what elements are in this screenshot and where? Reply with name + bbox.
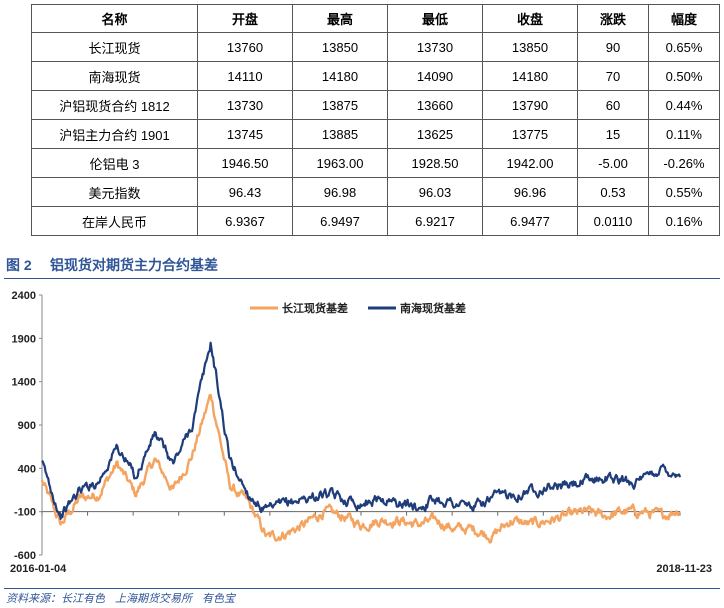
series-line (40, 393, 681, 544)
table-cell: 0.44% (648, 90, 720, 120)
source-note: 资料来源：长江有色 上海期货交易所 有色宝 (6, 590, 245, 606)
table-cell: 长江现货 (31, 32, 198, 62)
column-header: 最高 (292, 4, 388, 33)
table-cell: 60 (577, 90, 649, 120)
table-cell: 13885 (292, 119, 388, 149)
y-tick-label: -100 (14, 507, 36, 519)
table-row: 南海现货 14110 14180 14090 14180 70 0.50% (31, 61, 720, 91)
legend-label: 南海现货基差 (400, 301, 466, 315)
table-cell: 96.43 (197, 177, 293, 207)
table-cell: 1942.00 (482, 148, 578, 178)
table-cell: 13775 (482, 119, 578, 149)
table-cell: 1963.00 (292, 148, 388, 178)
y-tick-label: 2400 (12, 290, 36, 302)
column-header: 最低 (387, 4, 483, 33)
table-cell: 美元指数 (31, 177, 198, 207)
table-row: 在岸人民币 6.9367 6.9497 6.9217 6.9477 0.0110… (31, 206, 720, 236)
table-cell: 90 (577, 32, 649, 62)
table-cell: 70 (577, 61, 649, 91)
table-row: 长江现货 13760 13850 13730 13850 90 0.65% (31, 32, 720, 62)
y-tick-label: -600 (14, 550, 36, 562)
table-cell: 96.96 (482, 177, 578, 207)
table-row: 沪铝现货合约 1812 13730 13875 13660 13790 60 0… (31, 90, 720, 120)
table-cell: -0.26% (648, 148, 720, 178)
table-cell: 0.50% (648, 61, 720, 91)
column-header: 幅度 (648, 4, 720, 33)
x-tick-label-start: 2016-01-04 (10, 563, 67, 575)
table-cell: 沪铝主力合约 1901 (31, 119, 198, 149)
table-cell: 13745 (197, 119, 293, 149)
table-cell: 0.11% (648, 119, 720, 149)
table-cell: 南海现货 (31, 61, 198, 91)
y-tick-label: 900 (18, 420, 36, 432)
table-cell: 1946.50 (197, 148, 293, 178)
chart-legend: 长江现货基差 南海现货基差 (250, 301, 466, 315)
table-cell: 13850 (292, 32, 388, 62)
table-cell: 13625 (387, 119, 483, 149)
table-row: 沪铝主力合约 1901 13745 13885 13625 13775 15 0… (31, 119, 720, 149)
table-cell: 0.55% (648, 177, 720, 207)
y-axis: -600 -100 400 900 1400 1900 2400 (12, 290, 43, 562)
table-cell: 伦铝电 3 (31, 148, 198, 178)
table-cell: 14110 (197, 61, 293, 91)
table-cell: 0.53 (577, 177, 649, 207)
table-cell: 13730 (197, 90, 293, 120)
x-tick-label-end: 2018-11-23 (656, 563, 712, 575)
column-header: 开盘 (197, 4, 293, 33)
table-cell: 96.03 (387, 177, 483, 207)
table-cell: 14180 (482, 61, 578, 91)
table-cell: 13660 (387, 90, 483, 120)
source-item: 有色宝 (202, 593, 235, 605)
y-tick-label: 1400 (12, 377, 36, 389)
column-header: 收盘 (482, 4, 578, 33)
figure-number: 图 2 (6, 257, 32, 273)
caption-divider (4, 278, 720, 279)
figure-title: 铝现货对期货主力合约基差 (50, 257, 218, 273)
table-cell: -5.00 (577, 148, 649, 178)
table-cell: 0.65% (648, 32, 720, 62)
table-cell: 15 (577, 119, 649, 149)
table-cell: 13850 (482, 32, 578, 62)
table-cell: 6.9497 (292, 206, 388, 236)
table-cell: 13790 (482, 90, 578, 120)
table-cell: 13875 (292, 90, 388, 120)
y-tick-label: 400 (18, 463, 36, 475)
table-cell: 0.16% (648, 206, 720, 236)
series-layer (40, 341, 682, 544)
table-cell: 14180 (292, 61, 388, 91)
column-header: 名称 (31, 4, 198, 33)
table-cell: 6.9477 (482, 206, 578, 236)
table-cell: 96.98 (292, 177, 388, 207)
series-line (41, 341, 682, 520)
source-label: 资料来源： (6, 593, 61, 605)
column-header: 涨跌 (577, 4, 649, 33)
table-cell: 14090 (387, 61, 483, 91)
table-cell: 13730 (387, 32, 483, 62)
source-item: 长江有色 (61, 593, 105, 605)
table-header-row: 名称 开盘 最高 最低 收盘 涨跌 幅度 (31, 4, 720, 33)
table-cell: 0.0110 (577, 206, 649, 236)
table-cell: 6.9217 (387, 206, 483, 236)
figure-caption: 图 2 铝现货对期货主力合约基差 (6, 255, 218, 275)
table-cell: 1928.50 (387, 148, 483, 178)
source-item: 上海期货交易所 (115, 593, 192, 605)
x-axis: 2016-01-04 2018-11-23 (10, 511, 712, 575)
table-cell: 13760 (197, 32, 293, 62)
table-cell: 在岸人民币 (31, 206, 198, 236)
table-cell: 沪铝现货合约 1812 (31, 90, 198, 120)
y-tick-label: 1900 (12, 333, 36, 345)
legend-label: 长江现货基差 (282, 301, 348, 315)
source-divider (4, 588, 720, 589)
table-row: 伦铝电 3 1946.50 1963.00 1928.50 1942.00 -5… (31, 148, 720, 178)
table-cell: 6.9367 (197, 206, 293, 236)
price-table: 名称 开盘 最高 最低 收盘 涨跌 幅度 长江现货 13760 13850 13… (31, 4, 720, 236)
table-row: 美元指数 96.43 96.98 96.03 96.96 0.53 0.55% (31, 177, 720, 207)
